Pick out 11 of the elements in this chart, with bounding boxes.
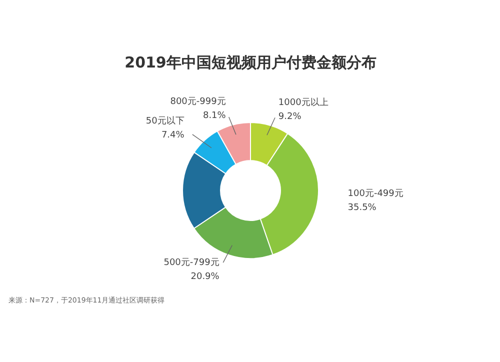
data-label: 35.5% bbox=[348, 202, 377, 213]
slice-label: 800元-999元 bbox=[170, 96, 226, 108]
data-label: 8.1% bbox=[202, 111, 226, 122]
slice-label: 500元-799元 bbox=[164, 257, 220, 268]
slice-label: 1000元以上 bbox=[278, 96, 328, 108]
data-label: 20.9% bbox=[190, 272, 220, 282]
slice-label: 50元以下 bbox=[146, 116, 184, 127]
data-label: 9.2% bbox=[278, 112, 302, 122]
data-label: 7.4% bbox=[161, 130, 185, 141]
chart-title: 2019年中国短视频用户付费金额分布 bbox=[124, 54, 376, 72]
slice-label: 100元-499元 bbox=[348, 188, 404, 199]
